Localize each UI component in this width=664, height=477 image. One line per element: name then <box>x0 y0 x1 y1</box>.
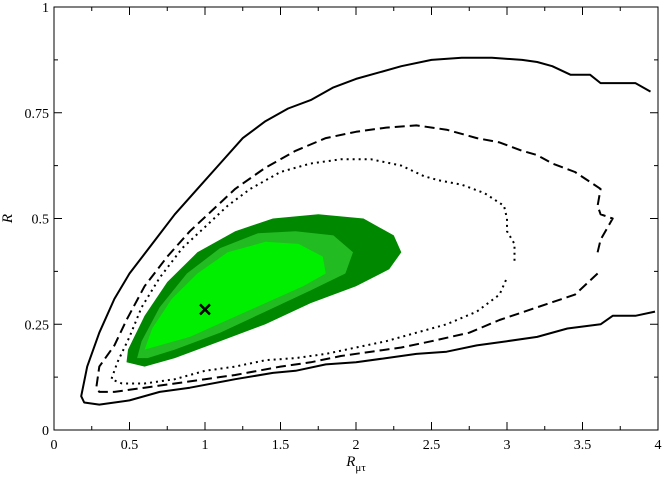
x-axis-label-subscript: μτ <box>355 462 366 474</box>
x-tick-label: 0 <box>51 438 58 453</box>
x-axis-label-main: R <box>345 454 355 470</box>
y-tick-label: 0.25 <box>25 318 50 333</box>
contour-line-solid <box>80 56 656 406</box>
y-tick-label: 0.5 <box>32 213 50 228</box>
y-tick-label: 1 <box>42 1 49 16</box>
line-contours <box>80 56 656 406</box>
filled-contour-regions <box>126 214 402 367</box>
best-fit-marker <box>199 303 211 316</box>
contour-line-dotted <box>110 158 516 385</box>
x-tick-label: 3 <box>504 438 511 453</box>
x-tick-label: 2.5 <box>423 438 441 453</box>
x-tick-label: 0.5 <box>121 438 139 453</box>
y-tick-label: 0.75 <box>25 107 50 122</box>
y-tick-label: 0 <box>42 424 49 439</box>
x-tick-label: 4 <box>655 438 662 453</box>
x-tick-label: 1.5 <box>272 438 290 453</box>
x-axis-label: Rμτ <box>345 454 366 474</box>
filled-region-inner <box>144 241 326 350</box>
contour-line-dashed <box>95 124 614 393</box>
y-axis-label: R <box>0 214 16 224</box>
x-tick-label: 2 <box>353 438 360 453</box>
best-fit-cross-b <box>199 303 211 316</box>
x-tick-label: 3.5 <box>574 438 592 453</box>
x-tick-label: 1 <box>202 438 209 453</box>
y-axis-ticks: 0 0.25 0.5 0.75 1 <box>25 1 658 439</box>
x-axis-ticks: 0 0.5 1 1.5 2 2.5 3 3.5 4 <box>51 7 662 453</box>
